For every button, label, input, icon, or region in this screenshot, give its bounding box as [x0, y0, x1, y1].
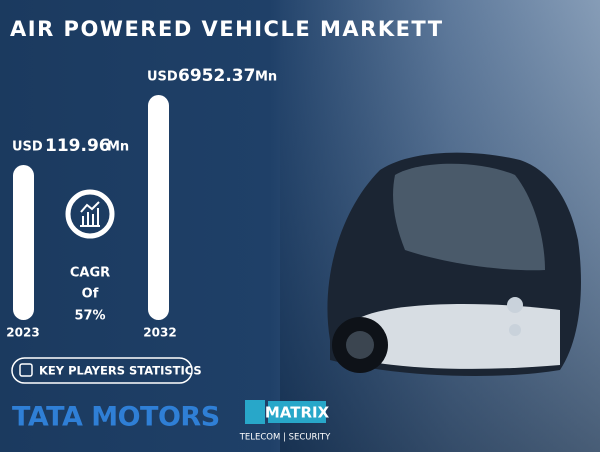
- matrix-box: [268, 401, 326, 423]
- cagr-icon: [80, 201, 100, 227]
- unit: Mn: [107, 140, 129, 155]
- stat-2023: USD 119.96 Mn 2023: [6, 136, 129, 340]
- key-players-button[interactable]: KEY PLAYERS STATISTICS: [11, 357, 202, 384]
- tata-logo: TATA MOTORS: [12, 402, 220, 433]
- button-label[interactable]: KEY PLAYERS STATISTICS: [39, 364, 202, 378]
- matrix-tagline: TELECOM | SECURITY: [239, 433, 331, 443]
- bar: [148, 95, 169, 320]
- matrix-logo: MATRIX TELECOM | SECURITY: [239, 400, 331, 443]
- year: 2032: [143, 326, 176, 340]
- cagr: CAGR Of 57%: [65, 189, 115, 324]
- unit: Mn: [255, 70, 277, 85]
- currency: USD: [12, 140, 43, 155]
- car-illustration: [327, 152, 581, 376]
- button-frame[interactable]: [11, 357, 193, 384]
- stat-2032: USD 6952.37 Mn 2032: [143, 66, 277, 340]
- currency: USD: [147, 70, 178, 85]
- title: AIR POWERED VEHICLE MARKETT: [10, 17, 444, 41]
- cagr-line: 57%: [74, 309, 105, 324]
- matrix-icon: [245, 400, 265, 424]
- year: 2023: [6, 326, 39, 340]
- amount: 6952.37: [178, 66, 255, 86]
- amount: 119.96: [45, 136, 111, 156]
- cagr-line: CAGR: [70, 266, 110, 281]
- cagr-line: Of: [82, 287, 99, 302]
- cagr-ring: [65, 189, 115, 239]
- bar: [13, 165, 34, 320]
- matrix-name: MATRIX: [265, 404, 330, 422]
- button-icon: [19, 363, 33, 377]
